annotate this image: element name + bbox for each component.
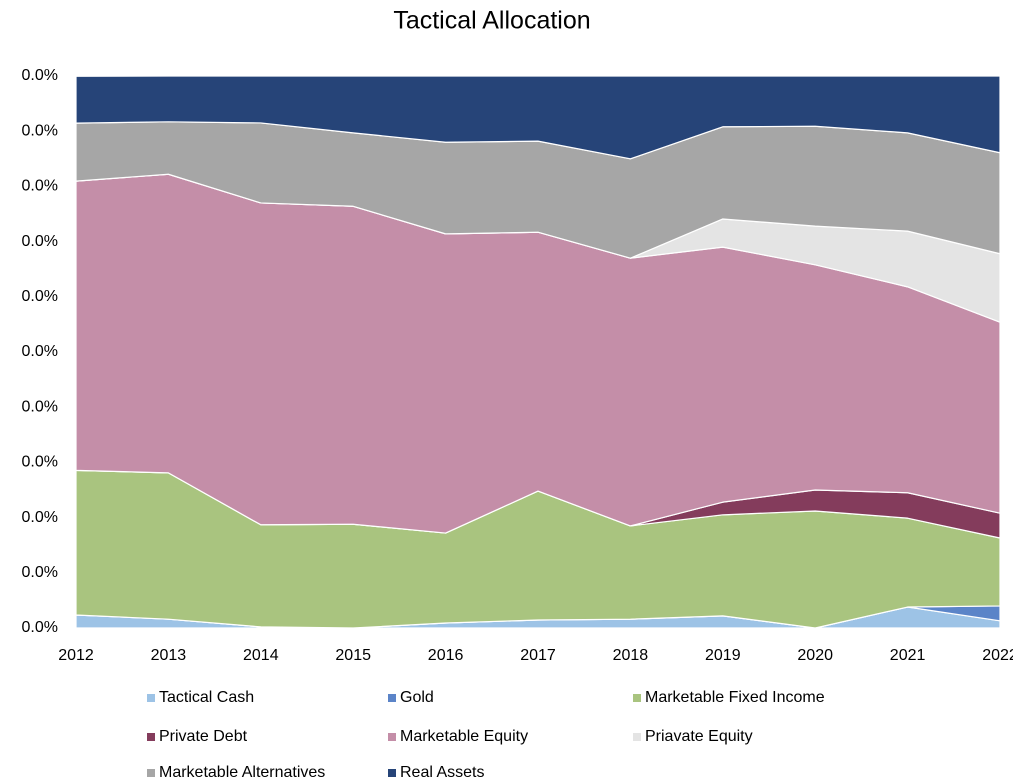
y-tick-label: 0.0%: [22, 122, 58, 139]
x-tick-label: 2017: [520, 647, 556, 664]
x-tick-label: 2019: [705, 647, 741, 664]
legend-swatch: [633, 694, 641, 702]
legend-label: Priavate Equity: [645, 728, 753, 745]
y-tick-label: 0.0%: [22, 178, 58, 195]
x-tick-label: 2016: [428, 647, 464, 664]
legend-swatch: [633, 733, 641, 741]
x-tick-label: 2018: [613, 647, 649, 664]
legend-label: Private Debt: [159, 728, 248, 745]
x-tick-label: 2012: [58, 647, 94, 664]
legend-swatch: [388, 694, 396, 702]
legend-label: Real Assets: [400, 764, 484, 781]
y-tick-label: 0.0%: [22, 67, 58, 84]
x-tick-label: 2015: [335, 647, 371, 664]
y-tick-label: 0.0%: [22, 454, 58, 471]
legend-label: Marketable Equity: [400, 728, 528, 745]
y-tick-label: 0.0%: [22, 343, 58, 360]
x-tick-label: 2021: [890, 647, 926, 664]
legend-label: Tactical Cash: [159, 689, 254, 706]
chart-title: Tactical Allocation: [393, 7, 590, 35]
legend-swatch: [147, 769, 155, 777]
legend-label: Marketable Fixed Income: [645, 689, 825, 706]
legend-swatch: [388, 733, 396, 741]
legend-swatch: [388, 769, 396, 777]
x-tick-label: 2022: [982, 647, 1013, 664]
y-tick-label: 0.0%: [22, 398, 58, 415]
legend-swatch: [147, 733, 155, 741]
y-tick-label: 0.0%: [22, 564, 58, 581]
x-tick-label: 2013: [151, 647, 187, 664]
y-tick-label: 0.0%: [22, 233, 58, 250]
x-tick-label: 2020: [797, 647, 833, 664]
legend-label: Marketable Alternatives: [159, 764, 325, 781]
area: [75, 75, 1001, 160]
y-tick-label: 0.0%: [22, 619, 58, 636]
y-tick-label: 0.0%: [22, 509, 58, 526]
x-tick-label: 2014: [243, 647, 279, 664]
legend-swatch: [147, 694, 155, 702]
legend-label: Gold: [400, 689, 434, 706]
y-tick-label: 0.0%: [22, 288, 58, 305]
